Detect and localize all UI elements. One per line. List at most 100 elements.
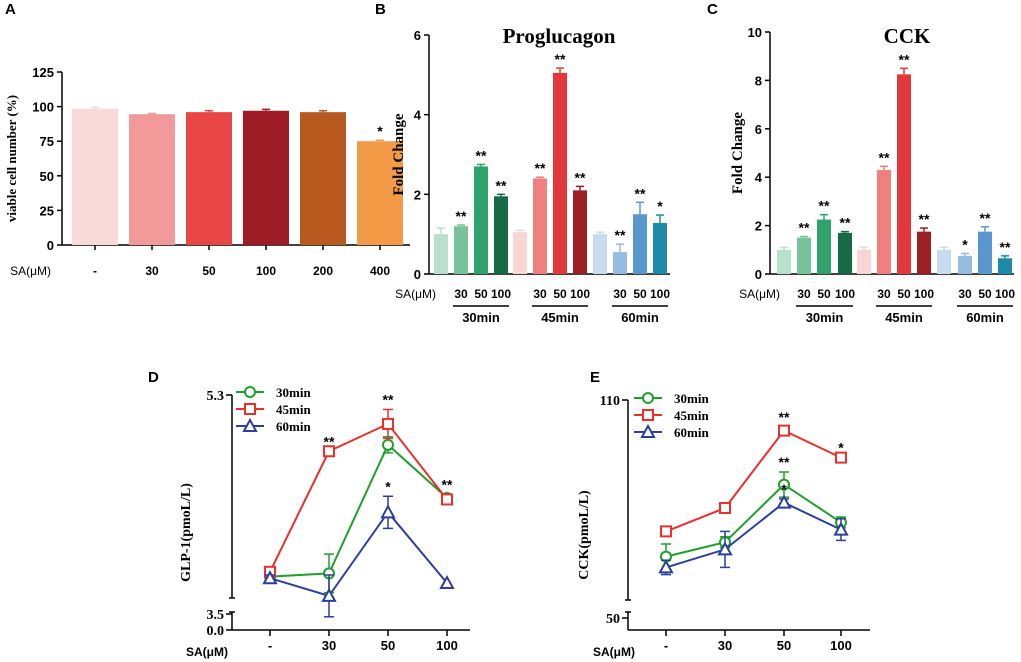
y-axis-label: GLP-1(pmoL/L) (179, 483, 194, 582)
bar (513, 232, 527, 274)
x-tick-label: 50 (381, 638, 395, 653)
significance-label: * (838, 440, 844, 456)
x-axis-prefix-label: SA(μM) (395, 287, 436, 301)
x-tick-label: 50 (553, 287, 567, 301)
bar (857, 249, 871, 274)
x-tick-label: 400 (370, 264, 390, 278)
panel-label: D (148, 369, 159, 386)
bar (129, 114, 175, 245)
x-tick-label: 200 (313, 264, 333, 278)
significance-label: ** (456, 208, 467, 224)
bar (434, 234, 448, 274)
y-axis-label: Fold Change (730, 112, 746, 194)
significance-label: * (657, 198, 663, 214)
x-tick-label: 50 (633, 287, 647, 301)
data-point (658, 559, 674, 574)
y-tick-label: 0 (414, 267, 421, 282)
y-tick-label: 0 (47, 238, 54, 253)
x-tick-label: - (268, 638, 272, 653)
data-point (441, 493, 453, 506)
x-tick-label: 100 (256, 264, 276, 278)
group-label: 60min (621, 310, 659, 325)
bar (474, 166, 488, 274)
bar (958, 255, 972, 274)
y-tick-label: 75 (40, 134, 54, 149)
group-label: 30min (806, 310, 844, 325)
series-line (269, 510, 448, 598)
bar (978, 231, 992, 274)
significance-label: * (962, 236, 968, 252)
y-tick-label: 8 (755, 73, 762, 88)
x-tick-label: 100 (436, 638, 458, 653)
y-tick-label: 10 (748, 25, 762, 40)
panel-label: A (5, 1, 16, 18)
legend-label: 45min (276, 402, 311, 417)
y-tick-label: 4 (755, 170, 763, 185)
series-line (665, 483, 842, 558)
significance-label: ** (442, 477, 453, 493)
panel-label: C (707, 1, 718, 18)
x-tick-label: 30 (958, 287, 972, 301)
significance-label: ** (879, 149, 890, 165)
x-tick-label: 30 (145, 264, 159, 278)
data-point (642, 392, 654, 404)
y-tick-label: 3.5 (207, 608, 225, 623)
y-tick-label: 125 (32, 65, 54, 80)
y-tick-label: 110 (600, 394, 620, 409)
legend-label: 30min (276, 385, 311, 400)
x-axis-prefix-label: SA(μM) (593, 645, 635, 659)
bar (838, 232, 852, 274)
data-point (242, 417, 258, 432)
group-label: 30min (462, 310, 500, 325)
significance-label: ** (575, 169, 586, 185)
data-point (382, 438, 394, 451)
significance-label: ** (1000, 239, 1011, 255)
y-tick-label: 4 (414, 108, 422, 123)
x-tick-label: 50 (897, 287, 911, 301)
data-point (835, 451, 847, 464)
y-axis-label: CCK(pmoL/L) (577, 490, 592, 580)
chart-title: CCK (884, 24, 931, 48)
bar (897, 74, 911, 274)
x-tick-label: 30 (533, 287, 547, 301)
series-line (665, 429, 842, 533)
significance-label: ** (980, 210, 991, 226)
bar (817, 219, 831, 274)
bar (653, 223, 667, 274)
series-line (269, 422, 448, 573)
y-tick-label: 2 (414, 187, 421, 202)
x-tick-label: 100 (650, 287, 670, 301)
data-point (717, 541, 733, 556)
significance-label: ** (496, 177, 507, 193)
bar (186, 112, 232, 245)
x-tick-label: 50 (474, 287, 488, 301)
bar (533, 178, 547, 274)
y-tick-label: 0.0 (207, 624, 225, 639)
bar (573, 190, 587, 274)
significance-label: ** (555, 51, 566, 67)
panel-label: E (590, 369, 600, 386)
data-point (244, 403, 256, 415)
bar (494, 196, 508, 274)
panel-D: D0.03.55.3GLP-1(pmoL/L)-3050100SA(μM)***… (148, 369, 470, 659)
x-axis-prefix-label: SA(μM) (739, 287, 780, 301)
panel-A: A 0 25 50 75 100 125 viable cell number (%) - 30 5… (4, 1, 410, 278)
significance-label: * (385, 478, 391, 494)
x-tick-label: 30 (454, 287, 468, 301)
significance-label: ** (840, 215, 851, 231)
data-point (778, 478, 790, 491)
significance-label: * (377, 123, 383, 139)
bar (917, 231, 931, 274)
x-tick-label: 100 (570, 287, 590, 301)
x-tick-label: 100 (995, 287, 1015, 301)
data-point (262, 570, 278, 585)
y-tick-label: 50 (40, 169, 54, 184)
legend-label: 60min (674, 425, 709, 440)
data-point (439, 574, 455, 590)
x-axis-prefix-label: SA(μM) (10, 264, 51, 278)
y-tick-label: 6 (414, 28, 421, 43)
x-tick-label: 100 (914, 287, 934, 301)
data-point (833, 521, 849, 536)
data-point (778, 424, 790, 437)
